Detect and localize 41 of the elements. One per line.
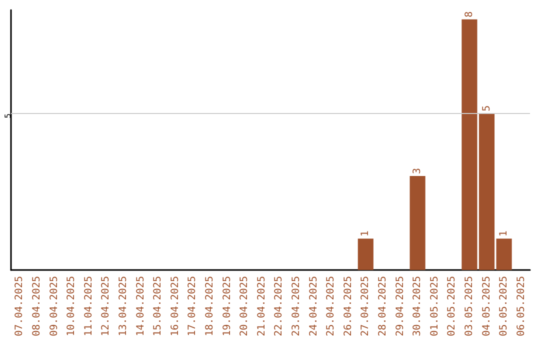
x-tick-label: 16.04.2025	[170, 276, 181, 336]
bar	[410, 176, 426, 270]
x-tick-label: 14.04.2025	[135, 276, 146, 336]
x-tick-label: 10.04.2025	[66, 276, 78, 336]
data-label: 5	[481, 105, 492, 112]
x-tick-label: 11.04.2025	[83, 276, 94, 336]
x-tick-label: 01.05.2025	[429, 276, 440, 336]
data-label: 3	[412, 168, 424, 174]
x-tick-label: 17.04.2025	[187, 276, 198, 336]
x-tick-label: 15.04.2025	[152, 276, 164, 336]
x-tick-label: 30.04.2025	[412, 276, 424, 336]
x-tick-label: 18.04.2025	[204, 276, 216, 336]
x-tick-label: 22.04.2025	[274, 276, 285, 336]
x-tick-label: 28.04.2025	[377, 276, 388, 336]
x-tick-label: 02.05.2025	[446, 276, 458, 336]
x-tick-label: 21.04.2025	[256, 276, 268, 336]
x-tick-label: 07.04.2025	[14, 276, 26, 336]
data-label: 1	[360, 230, 372, 237]
x-tick-label: 25.04.2025	[326, 276, 337, 336]
data-label: 8	[464, 11, 475, 18]
x-tick-label: 05.05.2025	[498, 276, 510, 336]
x-tick-label: 13.04.2025	[118, 276, 129, 336]
x-tick-label: 23.04.2025	[290, 276, 302, 336]
x-tick-label: 06.05.2025	[516, 276, 527, 336]
x-tick-label: 12.04.2025	[100, 276, 112, 336]
bar	[358, 238, 374, 270]
x-tick-label: 24.04.2025	[308, 276, 320, 336]
x-tick-label: 04.05.2025	[481, 276, 492, 336]
x-tick-label: 09.04.2025	[48, 276, 60, 336]
x-tick-label: 26.04.2025	[342, 276, 354, 336]
x-tick-label: 08.04.2025	[31, 276, 42, 336]
data-label: 1	[498, 230, 510, 237]
x-tick-label: 20.04.2025	[239, 276, 250, 336]
x-tick-label: 19.04.2025	[222, 276, 233, 336]
x-tick-label: 29.04.2025	[394, 276, 406, 336]
bar	[478, 113, 495, 270]
x-tick-label: 03.05.2025	[464, 276, 475, 336]
ref-line-label: 5	[4, 113, 12, 118]
bar	[496, 238, 512, 270]
x-tick-label: 27.04.2025	[360, 276, 372, 336]
bar	[462, 19, 478, 270]
